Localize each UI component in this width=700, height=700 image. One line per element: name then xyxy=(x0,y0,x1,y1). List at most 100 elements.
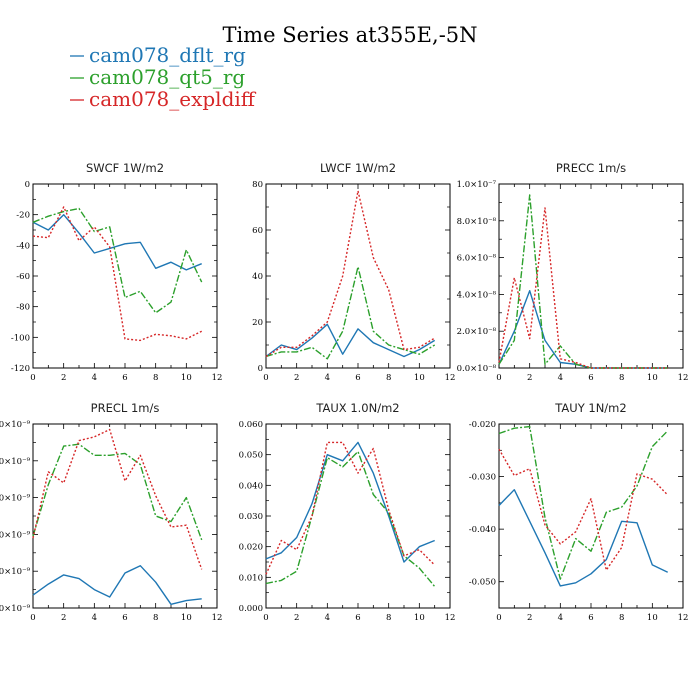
series-line-cam078_qt5_rg xyxy=(498,425,669,580)
y-tick-label: .0×10⁻⁹ xyxy=(0,420,31,430)
panel-2: PRECC 1m/s 0 2 4 6 8 10 12 0.0×10⁻⁸ 2.0×10⁻⁸ 4.0×1… xyxy=(457,161,689,383)
x-tick-label: 0 xyxy=(30,613,35,623)
y-tick-label: 2.0×10⁻⁸ xyxy=(457,327,497,337)
series-line-cam078_expldiff xyxy=(265,441,436,575)
panel-5: TAUY 1N/m2 0 2 4 6 8 10 12 -0.050 -0.040 -0.030 -0.… xyxy=(469,401,689,623)
series-line-cam078_qt5_rg xyxy=(265,450,436,587)
legend-label-2: cam078_expldiff xyxy=(89,87,257,111)
y-tick-label: 80 xyxy=(252,180,263,190)
x-tick-label: 8 xyxy=(153,373,158,383)
x-tick-label: 10 xyxy=(414,613,425,623)
y-tick-label: -0.030 xyxy=(469,473,496,483)
x-tick-label: 0 xyxy=(30,373,35,383)
series-line-cam078_dflt_rg xyxy=(32,213,202,271)
y-tick-label: 20 xyxy=(252,318,263,328)
y-tick-label: -0.020 xyxy=(469,420,496,430)
plot-frame-2 xyxy=(498,183,684,369)
series-line-cam078_qt5_rg xyxy=(265,266,436,360)
x-tick-label: 8 xyxy=(619,373,624,383)
x-tick-label: 10 xyxy=(647,373,658,383)
x-tick-label: 4 xyxy=(558,613,563,623)
series-line-cam078_qt5_rg xyxy=(32,207,203,314)
series-line-cam078_expldiff xyxy=(32,206,203,342)
x-tick-label: 8 xyxy=(386,373,391,383)
x-tick-label: 6 xyxy=(588,613,593,623)
series-line-cam078_qt5_rg xyxy=(498,194,668,369)
x-tick-label: 10 xyxy=(181,613,192,623)
x-tick-label: 4 xyxy=(558,373,563,383)
x-tick-label: 0 xyxy=(496,373,501,383)
y-tick-label: .0×10⁻⁹ xyxy=(0,530,31,540)
y-tick-label: 0.060 xyxy=(239,420,263,430)
x-tick-label: 6 xyxy=(355,613,360,623)
y-tick-label: -100 xyxy=(11,333,30,343)
series-line-cam078_qt5_rg xyxy=(32,443,203,541)
x-tick-label: 6 xyxy=(588,373,593,383)
panel-title-5: TAUY 1N/m2 xyxy=(554,401,626,415)
x-tick-label: 2 xyxy=(61,613,66,623)
panel-0: SWCF 1W/m2 0 2 4 6 8 10 12 -120 -100 -80 -60 -40 -20 0 xyxy=(11,161,223,383)
y-tick-label: -40 xyxy=(16,241,30,251)
x-tick-label: 8 xyxy=(619,613,624,623)
series-line-cam078_dflt_rg xyxy=(498,290,668,369)
x-tick-label: 6 xyxy=(122,613,127,623)
y-tick-label: 0.020 xyxy=(239,543,263,553)
x-tick-label: 12 xyxy=(212,373,223,383)
panel-title-4: TAUX 1.0N/m2 xyxy=(315,401,399,415)
y-tick-label: 0.050 xyxy=(239,451,263,461)
plot-frame-4 xyxy=(265,423,451,609)
panel-4: TAUX 1.0N/m2 0 2 4 6 8 10 12 0.000 0.010 0.020 0.03… xyxy=(239,401,456,623)
x-tick-label: 4 xyxy=(92,613,97,623)
y-tick-label: 0.010 xyxy=(239,573,263,583)
x-tick-label: 2 xyxy=(61,373,66,383)
y-tick-label: .0×10⁻⁹ xyxy=(0,457,31,467)
x-tick-label: 0 xyxy=(496,613,501,623)
y-tick-label: -0.050 xyxy=(469,578,496,588)
y-tick-label: 4.0×10⁻⁸ xyxy=(457,290,497,300)
series-line-cam078_dflt_rg xyxy=(265,441,435,563)
x-tick-label: 4 xyxy=(325,613,330,623)
series-line-cam078_expldiff xyxy=(498,207,668,369)
x-tick-label: 12 xyxy=(445,373,456,383)
x-tick-label: 10 xyxy=(414,373,425,383)
y-tick-label: -80 xyxy=(16,303,30,313)
y-tick-label: 0 xyxy=(258,364,263,374)
y-tick-label: 0.0×10⁻⁸ xyxy=(457,364,497,374)
y-tick-label: 0 xyxy=(25,180,30,190)
series-line-cam078_expldiff xyxy=(265,190,436,358)
y-tick-label: .0×10⁻⁹ xyxy=(0,494,31,504)
plot-frame-0 xyxy=(32,183,218,369)
series-line-cam078_expldiff xyxy=(498,448,669,571)
x-tick-label: 2 xyxy=(294,613,299,623)
plot-frame-1 xyxy=(265,183,451,369)
legend-label-1: cam078_qt5_rg xyxy=(89,65,245,89)
x-tick-label: 8 xyxy=(153,613,158,623)
x-tick-label: 4 xyxy=(325,373,330,383)
x-tick-label: 2 xyxy=(527,613,532,623)
x-tick-label: 2 xyxy=(294,373,299,383)
x-tick-label: 8 xyxy=(386,613,391,623)
y-tick-label: 0.000 xyxy=(239,604,263,614)
series-line-cam078_dflt_rg xyxy=(498,489,669,587)
panel-title-2: PRECC 1m/s xyxy=(556,161,626,175)
x-tick-label: 12 xyxy=(212,613,223,623)
legend-label-0: cam078_dflt_rg xyxy=(89,43,246,67)
x-tick-label: 10 xyxy=(181,373,192,383)
y-tick-label: 6.0×10⁻⁸ xyxy=(457,254,497,264)
x-tick-label: 12 xyxy=(678,373,689,383)
y-tick-label: 40 xyxy=(252,272,263,282)
legend: cam078_dflt_rgcam078_qt5_rgcam078_expldi… xyxy=(70,43,257,111)
y-tick-label: 1.0×10⁻⁷ xyxy=(457,180,497,190)
y-tick-label: -0.040 xyxy=(469,525,496,535)
x-tick-label: 6 xyxy=(122,373,127,383)
y-tick-label: -20 xyxy=(16,211,30,221)
x-tick-label: 12 xyxy=(445,613,456,623)
panel-3: PRECL 1m/s 0 2 4 6 8 10 12 .0×10⁻⁹ .0×10⁻⁹ .0×10⁻⁹… xyxy=(0,401,222,623)
y-tick-label: .0×10⁻⁹ xyxy=(0,567,31,577)
y-tick-label: .0×10⁻⁹ xyxy=(0,604,31,614)
y-tick-label: 60 xyxy=(252,226,263,236)
x-tick-label: 0 xyxy=(263,613,268,623)
y-tick-label: 8.0×10⁻⁸ xyxy=(457,217,497,227)
x-tick-label: 6 xyxy=(355,373,360,383)
